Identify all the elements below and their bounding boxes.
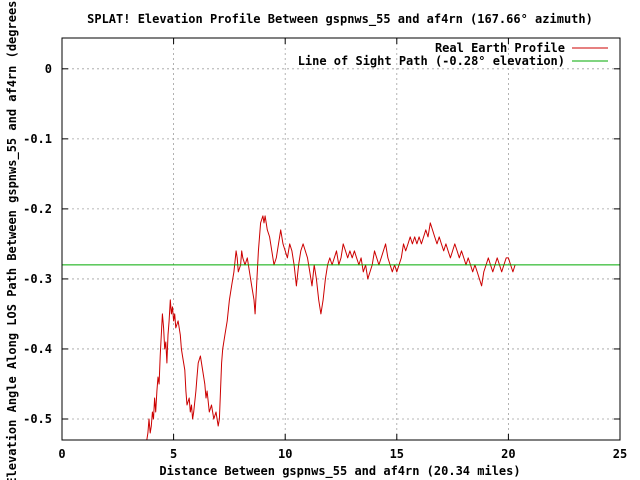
x-tick-label: 15 xyxy=(390,447,404,461)
y-axis-label: Elevation Angle Along LOS Path Between g… xyxy=(5,0,20,480)
grid-lines xyxy=(62,38,620,440)
series-layer xyxy=(62,215,620,441)
x-tick-labels: 0 5 10 15 20 25 xyxy=(58,447,627,461)
y-tick-label: -0.1 xyxy=(23,132,52,146)
legend-label-line-of-sight-path: Line of Sight Path (-0.28° elevation) xyxy=(298,54,565,68)
y-tick-label: -0.3 xyxy=(23,272,52,286)
axis-ticks xyxy=(61,38,621,440)
x-tick-label: 0 xyxy=(58,447,65,461)
x-axis-label: Distance Between gspnws_55 and af4rn (20… xyxy=(159,464,520,479)
x-tick-label: 10 xyxy=(278,447,292,461)
series-line-real-earth-profile xyxy=(146,215,516,441)
legend: Real Earth Profile Line of Sight Path (-… xyxy=(298,41,608,68)
x-tick-label: 20 xyxy=(501,447,515,461)
x-tick-label: 5 xyxy=(170,447,177,461)
x-tick-label: 25 xyxy=(613,447,627,461)
y-tick-label: -0.2 xyxy=(23,202,52,216)
y-tick-labels: 0 -0.1 -0.2 -0.3 -0.4 -0.5 xyxy=(23,62,52,426)
plot-frame xyxy=(61,37,621,441)
y-tick-label: -0.4 xyxy=(23,342,52,356)
chart-title: SPLAT! Elevation Profile Between gspnws_… xyxy=(87,12,593,27)
y-tick-label: 0 xyxy=(45,62,52,76)
legend-label-real-earth-profile: Real Earth Profile xyxy=(435,41,565,55)
y-tick-label: -0.5 xyxy=(23,412,52,426)
